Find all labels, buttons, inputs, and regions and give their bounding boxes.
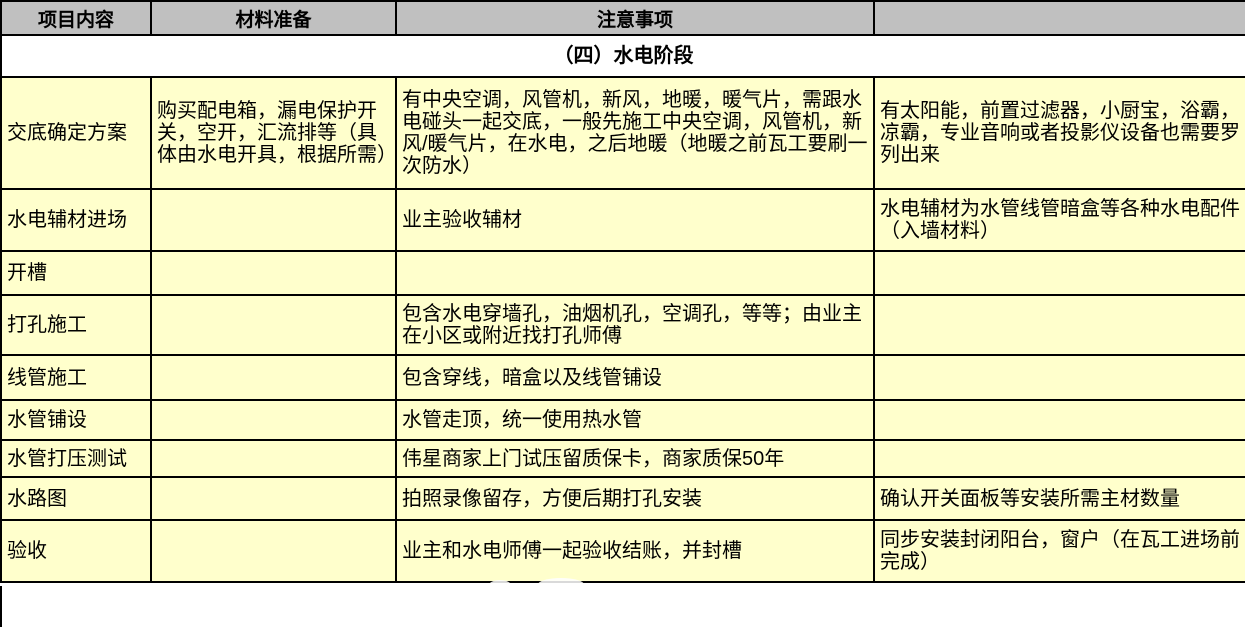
item-cell[interactable]: 线管施工 — [0, 354, 152, 401]
table-row: 水管铺设 水管走顶，统一使用热水管 — [0, 399, 1245, 441]
item-cell[interactable]: 打孔施工 — [0, 294, 152, 356]
extra-cell[interactable] — [873, 294, 1245, 356]
material-cell[interactable] — [150, 439, 397, 478]
item-cell[interactable]: 水管打压测试 — [0, 439, 152, 478]
column-header-item[interactable]: 项目内容 — [0, 0, 152, 36]
notes-cell[interactable]: 业主和水电师傅一起验收结账，并封槽 — [395, 519, 875, 583]
notes-cell[interactable]: 拍照录像留存，方便后期打孔安装 — [395, 476, 875, 521]
notes-cell[interactable]: 业主验收辅材 — [395, 188, 875, 252]
item-cell[interactable]: 水电辅材进场 — [0, 188, 152, 252]
material-cell[interactable] — [150, 519, 397, 583]
item-cell[interactable]: 验收 — [0, 519, 152, 583]
extra-cell[interactable]: 水电辅材为水管线管暗盒等各种水电配件（入墙材料） — [873, 188, 1245, 252]
notes-cell[interactable]: 水管走顶，统一使用热水管 — [395, 399, 875, 441]
extra-cell[interactable]: 有太阳能，前置过滤器，小厨宝，浴霸，凉霸，专业音响或者投影仪设备也需要罗列出来 — [873, 76, 1245, 190]
renovation-schedule-table: 项目内容 材料准备 注意事项 （四）水电阶段 交底确定方案 购买配电箱，漏电保护… — [0, 0, 1245, 583]
table-row: 验收 业主和水电师傅一起验收结账，并封槽 同步安装封闭阳台，窗户（在瓦工进场前完… — [0, 519, 1245, 583]
table-row: 水管打压测试 伟星商家上门试压留质保卡，商家质保50年 — [0, 439, 1245, 478]
table-row: 开槽 — [0, 250, 1245, 296]
extra-cell[interactable] — [873, 354, 1245, 401]
material-cell[interactable] — [150, 354, 397, 401]
section-row: （四）水电阶段 — [0, 34, 1245, 78]
material-cell[interactable]: 购买配电箱，漏电保护开关，空开，汇流排等（具体由水电开具，根据所需） — [150, 76, 397, 190]
notes-cell[interactable]: 包含水电穿墙孔，油烟机孔，空调孔，等等；由业主在小区或附近找打孔师傅 — [395, 294, 875, 356]
watermark-artifact — [489, 580, 511, 590]
table-row: 水电辅材进场 业主验收辅材 水电辅材为水管线管暗盒等各种水电配件（入墙材料） — [0, 188, 1245, 252]
extra-cell[interactable] — [873, 250, 1245, 296]
column-header-notes[interactable]: 注意事项 — [395, 0, 875, 36]
extra-cell[interactable] — [873, 439, 1245, 478]
item-cell[interactable]: 水管铺设 — [0, 399, 152, 441]
material-cell[interactable] — [150, 476, 397, 521]
material-cell[interactable] — [150, 188, 397, 252]
material-cell[interactable] — [150, 399, 397, 441]
material-cell[interactable] — [150, 250, 397, 296]
section-title[interactable]: （四）水电阶段 — [0, 34, 1245, 78]
header-row: 项目内容 材料准备 注意事项 — [0, 0, 1245, 36]
table-row: 线管施工 包含穿线，暗盒以及线管铺设 — [0, 354, 1245, 401]
notes-cell[interactable]: 伟星商家上门试压留质保卡，商家质保50年 — [395, 439, 875, 478]
item-cell[interactable]: 水路图 — [0, 476, 152, 521]
material-cell[interactable] — [150, 294, 397, 356]
table-row: 打孔施工 包含水电穿墙孔，油烟机孔，空调孔，等等；由业主在小区或附近找打孔师傅 — [0, 294, 1245, 356]
item-cell[interactable]: 交底确定方案 — [0, 76, 152, 190]
notes-cell[interactable]: 包含穿线，暗盒以及线管铺设 — [395, 354, 875, 401]
extra-cell[interactable] — [873, 399, 1245, 441]
table-left-border-tail — [0, 586, 2, 627]
watermark-artifact — [538, 578, 584, 591]
notes-cell[interactable] — [395, 250, 875, 296]
column-header-extra[interactable] — [873, 0, 1245, 36]
table-row: 交底确定方案 购买配电箱，漏电保护开关，空开，汇流排等（具体由水电开具，根据所需… — [0, 76, 1245, 190]
table-row: 水路图 拍照录像留存，方便后期打孔安装 确认开关面板等安装所需主材数量 — [0, 476, 1245, 521]
column-header-material[interactable]: 材料准备 — [150, 0, 397, 36]
extra-cell[interactable]: 同步安装封闭阳台，窗户（在瓦工进场前完成） — [873, 519, 1245, 583]
notes-cell[interactable]: 有中央空调，风管机，新风，地暖，暖气片，需跟水电碰头一起交底，一般先施工中央空调… — [395, 76, 875, 190]
item-cell[interactable]: 开槽 — [0, 250, 152, 296]
extra-cell[interactable]: 确认开关面板等安装所需主材数量 — [873, 476, 1245, 521]
